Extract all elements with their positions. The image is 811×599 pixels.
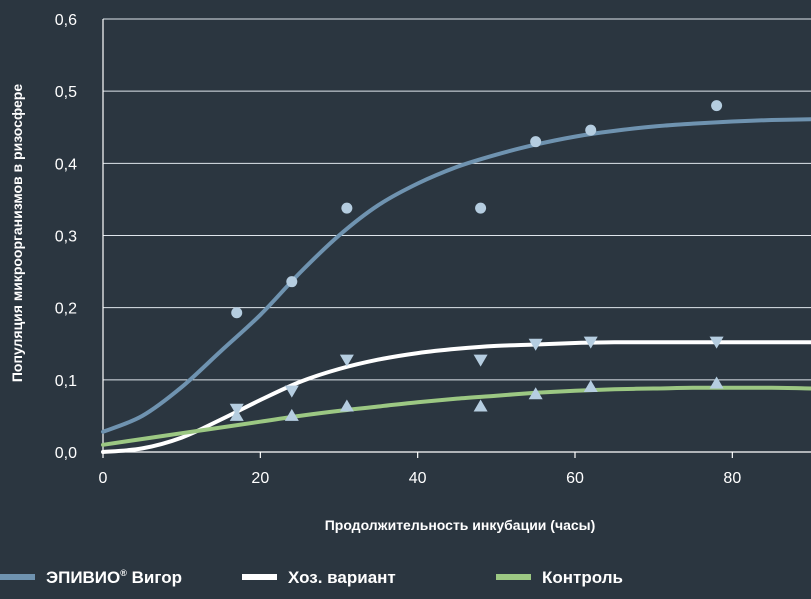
- data-point-triangle-down: [528, 338, 543, 351]
- data-point-circle: [231, 307, 243, 319]
- data-point-circle: [475, 202, 487, 214]
- y-axis-ticks: 0,0 0,1 0,2 0,3 0,4 0,5 0,6: [55, 12, 77, 462]
- y-tick-label: 0,4: [55, 156, 77, 173]
- legend-label: ЭПИВИО® Вигор: [46, 568, 182, 587]
- data-point-triangle-up: [528, 387, 543, 400]
- y-tick-label: 0,3: [55, 229, 77, 246]
- x-tick-label: 20: [251, 470, 269, 487]
- y-tick-label: 0,1: [55, 373, 77, 390]
- legend-label: Хоз. вариант: [288, 568, 396, 587]
- data-point-triangle-up: [339, 399, 354, 412]
- y-tick-label: 0,2: [55, 301, 77, 318]
- legend: ЭПИВИО® Вигор Хоз. вариант Контроль: [0, 568, 623, 587]
- data-point-circle: [341, 202, 353, 214]
- y-tick-label: 0,6: [55, 12, 77, 29]
- curve-epivio-vigor: [101, 117, 811, 434]
- data-point-triangle-up: [473, 399, 488, 412]
- data-point-circle: [585, 124, 597, 136]
- data-point-triangle-up: [583, 380, 598, 393]
- data-point-triangle-up: [229, 408, 244, 421]
- series-markers: [229, 100, 724, 421]
- data-point-triangle-down: [339, 354, 354, 367]
- data-point-triangle-up: [709, 376, 724, 389]
- data-point-triangle-down: [709, 336, 724, 349]
- data-point-triangle-up: [284, 408, 299, 421]
- data-point-triangle-down: [473, 354, 488, 367]
- legend-control-farm: Хоз. вариант: [242, 568, 396, 587]
- data-point-triangle-down: [284, 385, 299, 398]
- data-point-circle: [286, 276, 298, 288]
- x-tick-label: 40: [409, 470, 427, 487]
- x-tick-label: 80: [723, 470, 741, 487]
- series-curves: [101, 117, 811, 454]
- x-tick-label: 60: [566, 470, 584, 487]
- curve-control: [101, 385, 811, 447]
- x-axis-label: Продолжительность инкубации (часы): [325, 517, 596, 533]
- legend-label: Контроль: [542, 568, 623, 587]
- legend-control: Контроль: [496, 568, 623, 587]
- data-point-triangle-down: [583, 336, 598, 349]
- y-tick-label: 0,5: [55, 84, 77, 101]
- data-point-circle: [711, 100, 723, 112]
- grid-lines: [102, 18, 811, 453]
- y-tick-label: 0,0: [55, 445, 77, 462]
- x-axis-ticks: 0 20 40 60 80: [99, 452, 741, 487]
- curve-control-farm: [101, 340, 811, 454]
- y-axis-label: Популяция микроорганизмов в ризосфере: [9, 84, 25, 383]
- x-tick-label: 0: [99, 470, 108, 487]
- legend-epivio-vigor: ЭПИВИО® Вигор: [0, 568, 182, 587]
- data-point-circle: [530, 136, 542, 148]
